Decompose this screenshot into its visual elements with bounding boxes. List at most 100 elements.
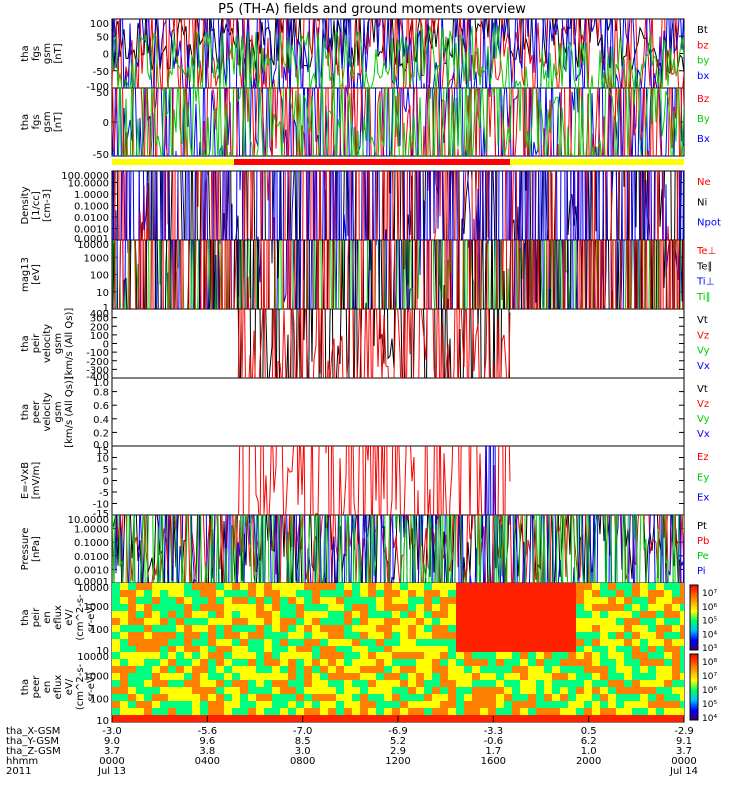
heatmap-cell bbox=[576, 604, 584, 611]
heatmap-cell bbox=[544, 715, 552, 722]
ytick-label-pressure-0: 10.0000 bbox=[68, 515, 109, 526]
colorbar-label-peir_spec-3: 10⁴ bbox=[702, 630, 717, 640]
heatmap-cell bbox=[336, 625, 344, 632]
heatmap-cell bbox=[360, 632, 368, 639]
heatmap-cell bbox=[632, 604, 640, 611]
heatmap-cell bbox=[536, 611, 544, 618]
heatmap-cell bbox=[544, 625, 552, 632]
heatmap-cell bbox=[616, 590, 624, 597]
heatmap-cell bbox=[224, 708, 232, 715]
heatmap-cell bbox=[624, 604, 632, 611]
heatmap-cell bbox=[648, 687, 656, 694]
heatmap-cell bbox=[336, 632, 344, 639]
heatmap-cell bbox=[456, 666, 464, 673]
heatmap-cell bbox=[576, 659, 584, 666]
ytick-label-peir_vel-0: 400 bbox=[90, 309, 109, 320]
heatmap-cell bbox=[680, 583, 684, 590]
heatmap-cell bbox=[432, 708, 440, 715]
ytick-label-fgs-3: -50 bbox=[93, 67, 109, 78]
heatmap-cell bbox=[216, 583, 224, 590]
heatmap-cell bbox=[552, 708, 560, 715]
heatmap-cell bbox=[416, 604, 424, 611]
heatmap-cell bbox=[648, 604, 656, 611]
heatmap-cell bbox=[240, 715, 248, 722]
heatmap-cell bbox=[616, 625, 624, 632]
heatmap-cell bbox=[216, 604, 224, 611]
heatmap-cell bbox=[600, 673, 608, 680]
heatmap-cell bbox=[528, 646, 536, 652]
heatmap-cell bbox=[360, 611, 368, 618]
ytick-label-fgs-4: -100 bbox=[86, 82, 109, 93]
heatmap-cell bbox=[424, 687, 432, 694]
heatmap-cell bbox=[120, 646, 128, 652]
heatmap-cell bbox=[672, 639, 680, 646]
heatmap-cell bbox=[464, 639, 472, 646]
heatmap-cell bbox=[248, 708, 256, 715]
heatmap-cell bbox=[336, 646, 344, 652]
xaxis-value-2-4: 1.7 bbox=[485, 746, 501, 757]
heatmap-cell bbox=[656, 618, 664, 625]
heatmap-cell bbox=[136, 597, 144, 604]
colorbar-label-peer_spec-1: 10⁷ bbox=[702, 672, 717, 682]
heatmap-cell bbox=[432, 646, 440, 652]
ytick-label-density-5: 0.0010 bbox=[74, 225, 109, 236]
heatmap-cell bbox=[224, 625, 232, 632]
heatmap-cell bbox=[392, 680, 400, 687]
heatmap-cell bbox=[368, 701, 376, 708]
heatmap-cell bbox=[224, 715, 232, 722]
ytick-label-pressure-1: 1.0000 bbox=[74, 525, 109, 536]
heatmap-cell bbox=[456, 604, 464, 611]
heatmap-cell bbox=[216, 666, 224, 673]
legend-pressure-Pe: Pe bbox=[697, 551, 709, 562]
heatmap-cell bbox=[520, 680, 528, 687]
heatmap-cell bbox=[624, 708, 632, 715]
heatmap-cell bbox=[288, 687, 296, 694]
heatmap-cell bbox=[200, 632, 208, 639]
heatmap-cell bbox=[144, 618, 152, 625]
colorbar-label-peer_spec-2: 10⁶ bbox=[702, 686, 717, 696]
heatmap-cell bbox=[464, 715, 472, 722]
heatmap-cell bbox=[576, 639, 584, 646]
heatmap-cell bbox=[544, 673, 552, 680]
heatmap-cell bbox=[136, 646, 144, 652]
heatmap-cell bbox=[136, 652, 144, 659]
heatmap-cell bbox=[632, 659, 640, 666]
heatmap-cell bbox=[480, 618, 488, 625]
heatmap-cell bbox=[536, 694, 544, 701]
heatmap-cell bbox=[304, 646, 312, 652]
ytick-label-efield-4: -5 bbox=[99, 488, 109, 499]
heatmap-cell bbox=[288, 673, 296, 680]
heatmap-cell bbox=[184, 618, 192, 625]
xaxis-value-4-0: Jul 13 bbox=[97, 766, 126, 777]
heatmap-cell bbox=[120, 659, 128, 666]
heatmap-cell bbox=[344, 639, 352, 646]
heatmap-cell bbox=[216, 694, 224, 701]
heatmap-cell bbox=[440, 708, 448, 715]
heatmap-cell bbox=[248, 680, 256, 687]
heatmap-cell bbox=[280, 611, 288, 618]
heatmap-cell bbox=[344, 618, 352, 625]
heatmap-cell bbox=[152, 694, 160, 701]
ylabel-temp-1: [eV] bbox=[31, 264, 42, 285]
heatmap-cell bbox=[112, 673, 120, 680]
ytick-label-temp-1: 1000 bbox=[84, 253, 109, 264]
heatmap-cell bbox=[344, 604, 352, 611]
ytick-label-temp-4: 1 bbox=[103, 303, 109, 314]
heatmap-cell bbox=[272, 659, 280, 666]
ylabel-peir_spec-4: eV/ bbox=[64, 609, 75, 626]
heatmap-cell bbox=[136, 673, 144, 680]
heatmap-cell bbox=[560, 715, 568, 722]
heatmap-cell bbox=[464, 680, 472, 687]
state-bar-yellow-1 bbox=[112, 159, 234, 165]
heatmap-cell bbox=[616, 646, 624, 652]
heatmap-cell bbox=[360, 597, 368, 604]
heatmap-cell bbox=[160, 659, 168, 666]
heatmap-cell bbox=[216, 618, 224, 625]
ytick-label-peer_vel-2: 0.6 bbox=[93, 401, 109, 412]
heatmap-cell bbox=[208, 632, 216, 639]
heatmap-cell bbox=[176, 680, 184, 687]
heatmap-cell bbox=[536, 618, 544, 625]
heatmap-cell bbox=[440, 687, 448, 694]
heatmap-cell bbox=[384, 666, 392, 673]
heatmap-cell bbox=[400, 715, 408, 722]
